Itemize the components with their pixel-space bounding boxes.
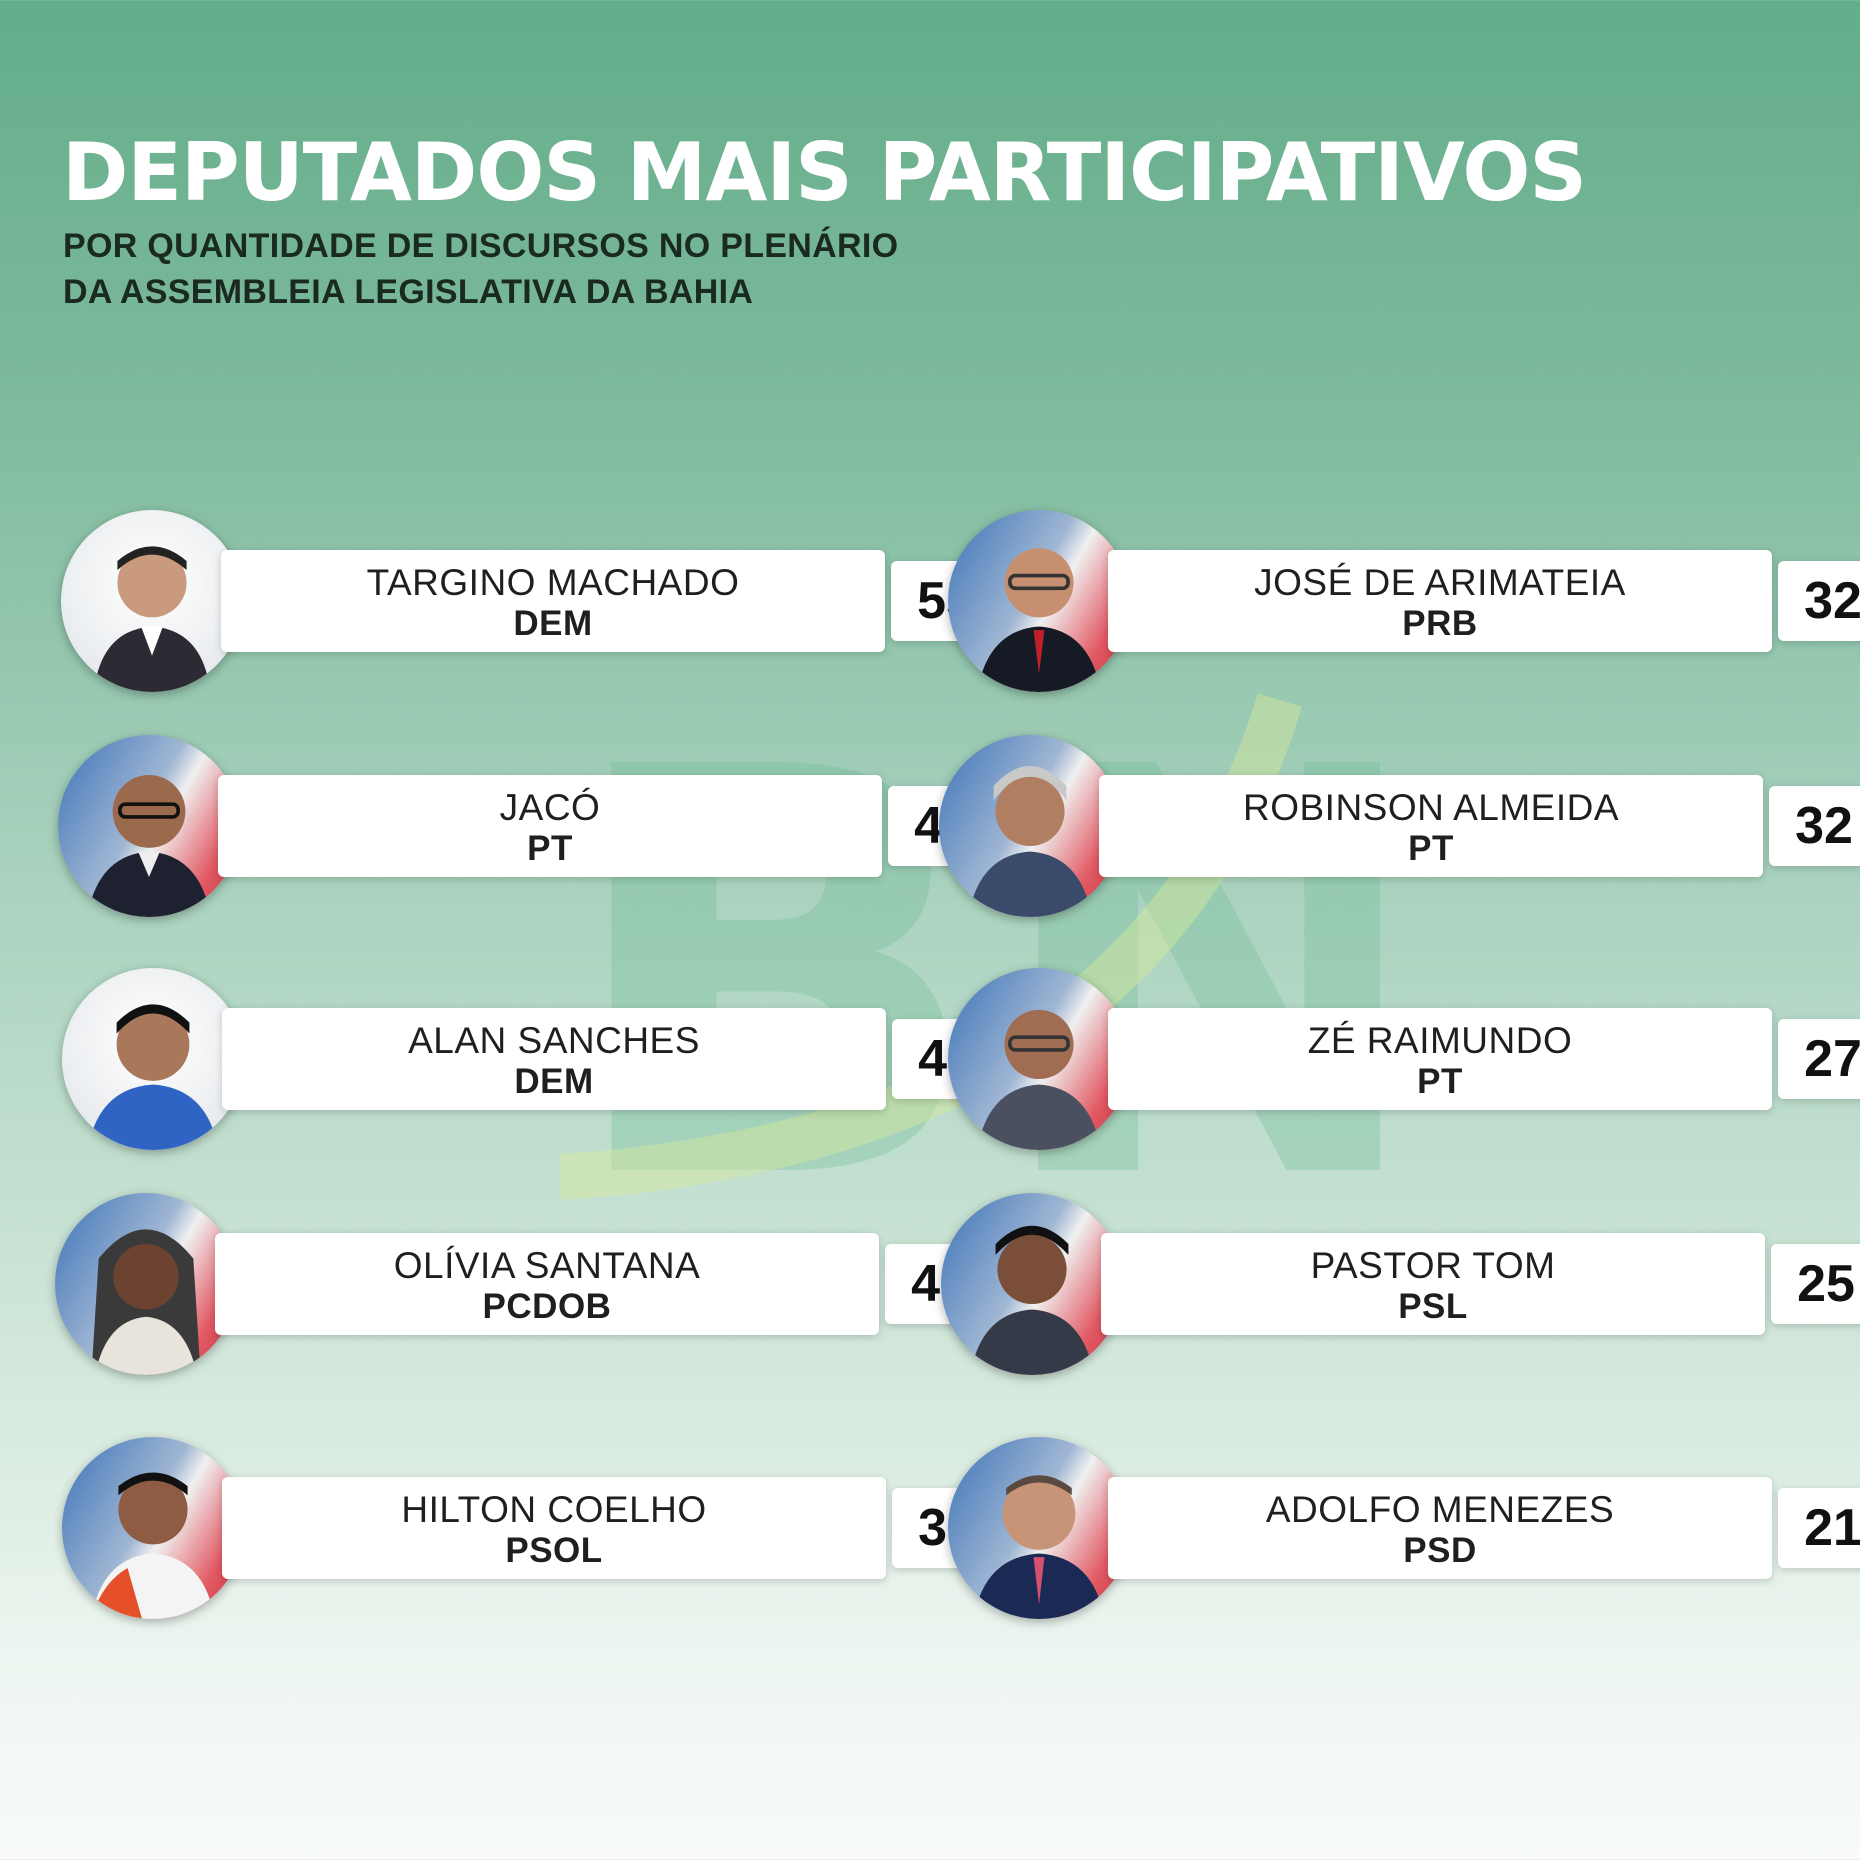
deputy-name: ROBINSON ALMEIDA (1242, 787, 1620, 828)
deputy-entry: ROBINSON ALMEIDA PT 32 (939, 735, 1860, 925)
page-subtitle-line-2: DA ASSEMBLEIA LEGISLATIVA DA BAHIA (63, 273, 754, 311)
deputy-entry: JACÓ PT 46 (58, 735, 998, 925)
deputy-party: PT (1408, 829, 1454, 868)
speech-count: 25 (1771, 1244, 1860, 1324)
deputy-party: PSD (1403, 1531, 1477, 1570)
deputy-entry: ZÉ RAIMUNDO PT 27 (948, 968, 1860, 1158)
page-title: DEPUTADOS MAIS PARTICIPATIVOS (62, 126, 1587, 219)
person-portrait-icon (939, 735, 1121, 917)
deputy-card: HILTON COELHO PSOL (222, 1477, 886, 1579)
deputy-party: PSL (1398, 1287, 1468, 1326)
speech-count: 32 (1769, 786, 1860, 866)
person-portrait-icon (58, 735, 240, 917)
deputy-entry: ALAN SANCHES DEM 43 (62, 968, 1002, 1158)
deputy-name: JOSÉ DE ARIMATEIA (1254, 562, 1626, 603)
person-portrait-icon (948, 510, 1130, 692)
deputy-name: JACÓ (499, 787, 601, 828)
deputy-name: PASTOR TOM (1310, 1245, 1556, 1286)
person-portrait-icon (61, 510, 243, 692)
deputy-entry: TARGINO MACHADO DEM 55 (61, 510, 1001, 700)
deputy-card: ADOLFO MENEZES PSD (1108, 1477, 1772, 1579)
deputy-name: ALAN SANCHES (408, 1020, 700, 1061)
deputy-card: TARGINO MACHADO DEM (221, 550, 885, 652)
deputy-card: JACÓ PT (218, 775, 882, 877)
deputy-entry: ADOLFO MENEZES PSD 21 (948, 1437, 1860, 1627)
page-subtitle-line-1: POR QUANTIDADE DE DISCURSOS NO PLENÁRIO (63, 227, 899, 265)
deputy-entry: JOSÉ DE ARIMATEIA PRB 32 (948, 510, 1860, 700)
deputy-entry: PASTOR TOM PSL 25 (941, 1193, 1860, 1383)
deputy-card: ALAN SANCHES DEM (222, 1008, 886, 1110)
deputy-name: OLÍVIA SANTANA (393, 1245, 701, 1286)
deputy-card: PASTOR TOM PSL (1101, 1233, 1765, 1335)
deputy-party: PCDOB (482, 1287, 612, 1326)
deputy-party: PT (1417, 1062, 1463, 1101)
deputy-name: ADOLFO MENEZES (1265, 1489, 1615, 1530)
person-portrait-icon (948, 968, 1130, 1150)
deputy-name: ZÉ RAIMUNDO (1307, 1020, 1573, 1061)
person-portrait-icon (62, 1437, 244, 1619)
deputy-card: ROBINSON ALMEIDA PT (1099, 775, 1763, 877)
deputy-entry: HILTON COELHO PSOL 36 (62, 1437, 1002, 1627)
deputy-party: PT (527, 829, 573, 868)
person-portrait-icon (941, 1193, 1123, 1375)
deputy-name: TARGINO MACHADO (366, 562, 740, 603)
deputy-entry: OLÍVIA SANTANA PCDOB 41 (55, 1193, 995, 1383)
deputy-card: JOSÉ DE ARIMATEIA PRB (1108, 550, 1772, 652)
deputy-card: OLÍVIA SANTANA PCDOB (215, 1233, 879, 1335)
deputy-party: DEM (514, 1062, 594, 1101)
deputy-party: DEM (513, 604, 593, 643)
person-portrait-icon (55, 1193, 237, 1375)
speech-count: 21 (1778, 1488, 1860, 1568)
deputy-name: HILTON COELHO (401, 1489, 707, 1530)
deputy-party: PRB (1402, 604, 1478, 643)
person-portrait-icon (948, 1437, 1130, 1619)
person-portrait-icon (62, 968, 244, 1150)
deputy-party: PSOL (505, 1531, 603, 1570)
speech-count: 32 (1778, 561, 1860, 641)
deputy-card: ZÉ RAIMUNDO PT (1108, 1008, 1772, 1110)
speech-count: 27 (1778, 1019, 1860, 1099)
